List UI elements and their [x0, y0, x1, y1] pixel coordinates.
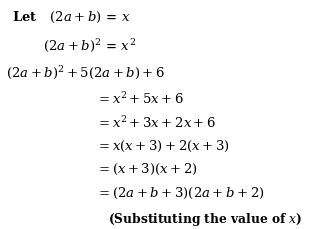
Text: $= x^2+3x+2x+6$: $= x^2+3x+2x+6$ [96, 114, 216, 130]
Text: (Substituting the value of $x$): (Substituting the value of $x$) [108, 210, 303, 227]
Text: $= (x+3)(x+2)$: $= (x+3)(x+2)$ [96, 162, 198, 177]
Text: $= x^2+5x+6$: $= x^2+5x+6$ [96, 91, 184, 107]
Text: $(2a+b)^2+5(2a+b)+6$: $(2a+b)^2+5(2a+b)+6$ [6, 64, 165, 81]
Text: $= (2a+b+3)(2a+b+2)$: $= (2a+b+3)(2a+b+2)$ [96, 185, 265, 200]
Text: Let   $(2a+b)$ = $x$: Let $(2a+b)$ = $x$ [12, 10, 131, 25]
Text: $= x(x+3)+2(x+3)$: $= x(x+3)+2(x+3)$ [96, 138, 230, 153]
Text: $(2a+b)^2$ = $x^2$: $(2a+b)^2$ = $x^2$ [43, 37, 136, 54]
